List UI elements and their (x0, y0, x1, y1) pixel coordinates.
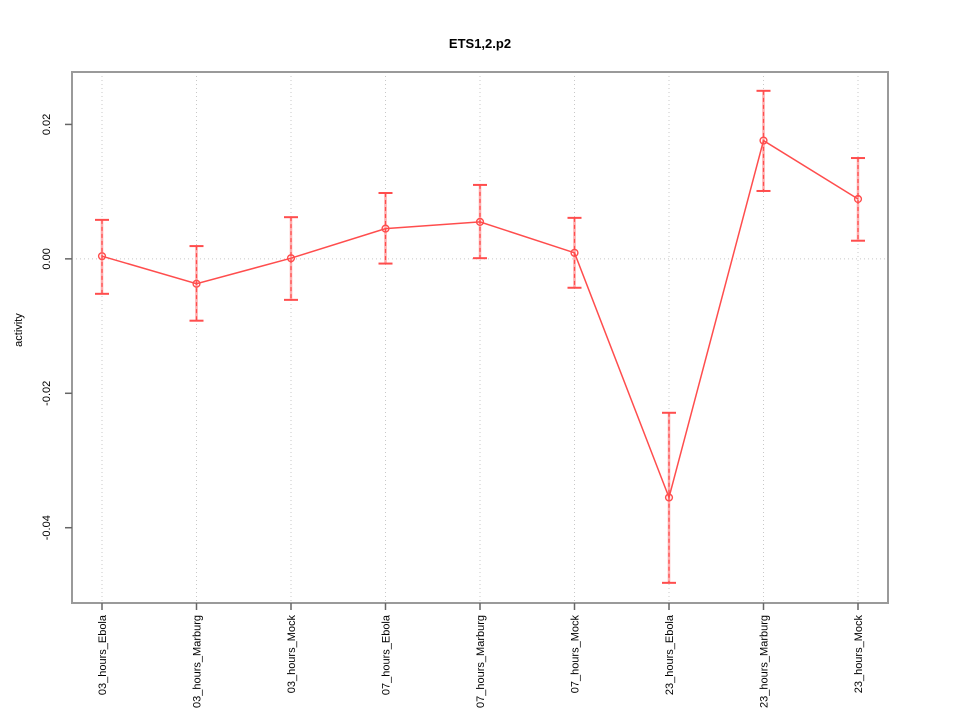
x-tick-label: 03_hours_Marburg (192, 615, 204, 708)
axis-ticks-layer (65, 123, 859, 610)
data-point-marker (192, 279, 201, 288)
tick-labels-layer: 0.02 0.00 -0.02 -0.04 03_hours_Ebola 03_hours… (41, 114, 865, 708)
chart-title: ETS1,2.p2 (449, 36, 511, 51)
y-tick-label: 0.02 (41, 114, 53, 135)
plot-box (71, 71, 889, 604)
data-point-marker (570, 248, 579, 257)
data-point-marker (286, 254, 296, 263)
x-tick-label: 07_hours_Marburg (475, 615, 487, 708)
series-line (101, 139, 859, 500)
y-axis-label: activity (13, 313, 25, 347)
y-tick-label: -0.04 (41, 515, 53, 540)
data-series-layer (97, 136, 863, 502)
x-tick-label: 23_hours_Mock (853, 615, 865, 694)
data-point-marker (97, 252, 107, 261)
x-tick-label: 07_hours_Mock (570, 615, 582, 694)
x-tick-label: 23_hours_Ebola (664, 614, 676, 695)
x-tick-label: 23_hours_Marburg (759, 615, 771, 708)
x-tick-label: 07_hours_Ebola (381, 614, 393, 695)
data-point-marker (853, 194, 863, 204)
data-point-marker (664, 493, 674, 502)
y-tick-label: 0.00 (41, 248, 53, 269)
x-tick-label: 03_hours_Mock (286, 615, 298, 694)
data-point-marker (381, 224, 390, 233)
plot-box-layer (71, 71, 889, 604)
y-tick-label: -0.02 (41, 381, 53, 406)
data-point-marker (759, 136, 768, 145)
x-tick-label: 03_hours_Ebola (97, 614, 109, 695)
gridlines-layer (72, 72, 888, 603)
data-point-marker (475, 217, 485, 226)
